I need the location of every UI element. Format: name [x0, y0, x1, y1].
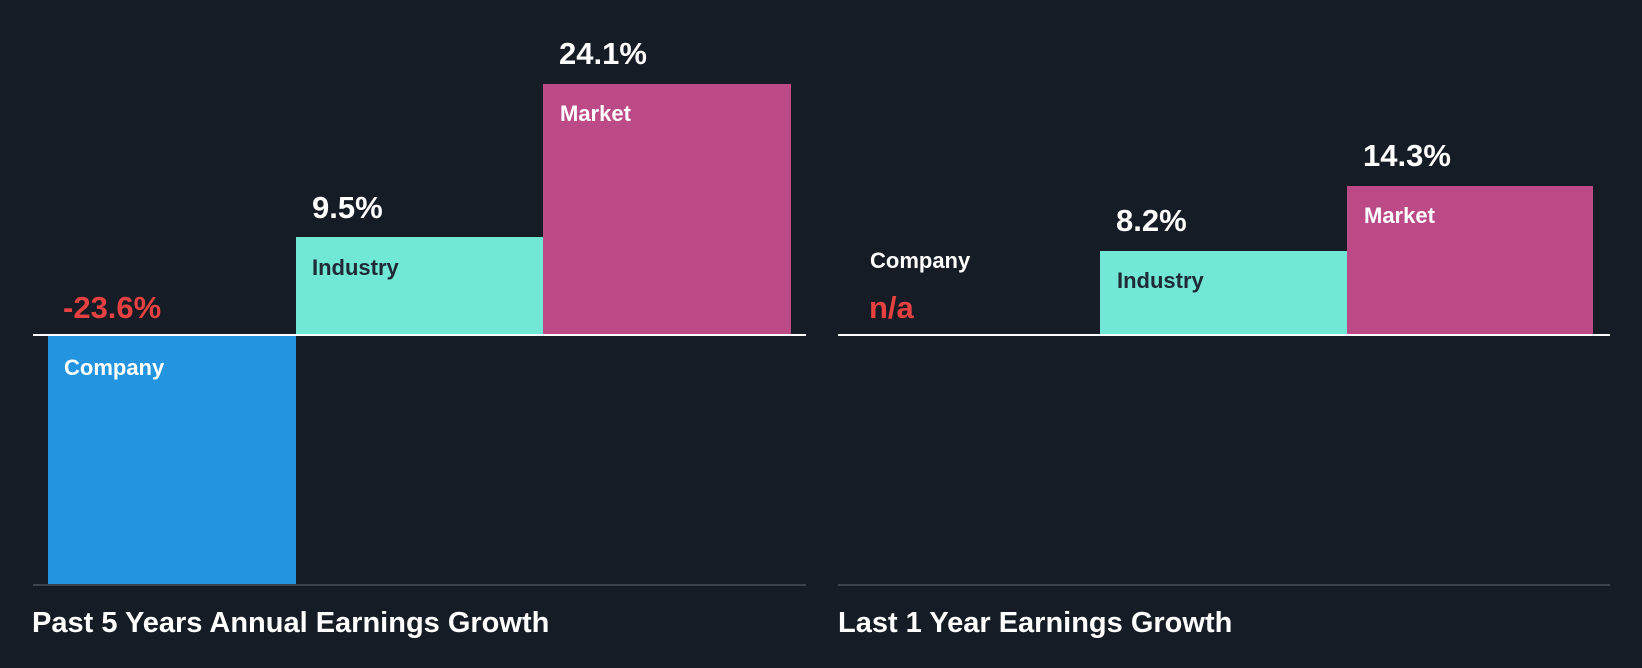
bar-label-market: Market — [1364, 203, 1435, 228]
value-industry: 8.2% — [1116, 203, 1187, 238]
value-company: -23.6% — [63, 290, 162, 325]
bar-label-industry: Industry — [312, 255, 399, 280]
value-company: n/a — [869, 290, 914, 325]
zero-line — [838, 334, 1610, 336]
value-market: 14.3% — [1363, 138, 1451, 173]
bar-industry — [1100, 251, 1347, 336]
zero-line — [33, 334, 806, 336]
value-market: 24.1% — [559, 36, 647, 71]
bar-market — [543, 84, 791, 336]
bar-label-industry: Industry — [1117, 268, 1204, 293]
value-industry: 9.5% — [312, 190, 383, 225]
bar-label-company: Company — [870, 248, 971, 273]
bar-company — [48, 336, 296, 584]
baseline — [838, 584, 1610, 586]
bar-industry — [296, 237, 543, 336]
chart-title: Last 1 Year Earnings Growth — [838, 607, 1233, 639]
chart-title: Past 5 Years Annual Earnings Growth — [32, 607, 550, 639]
bar-label-market: Market — [560, 101, 631, 126]
baseline — [33, 584, 806, 586]
bar-market — [1347, 186, 1593, 336]
bar-label-company: Company — [64, 355, 165, 380]
chart-past-5-years: Market 24.1% Industry 9.5% Company -23.6… — [0, 0, 820, 668]
